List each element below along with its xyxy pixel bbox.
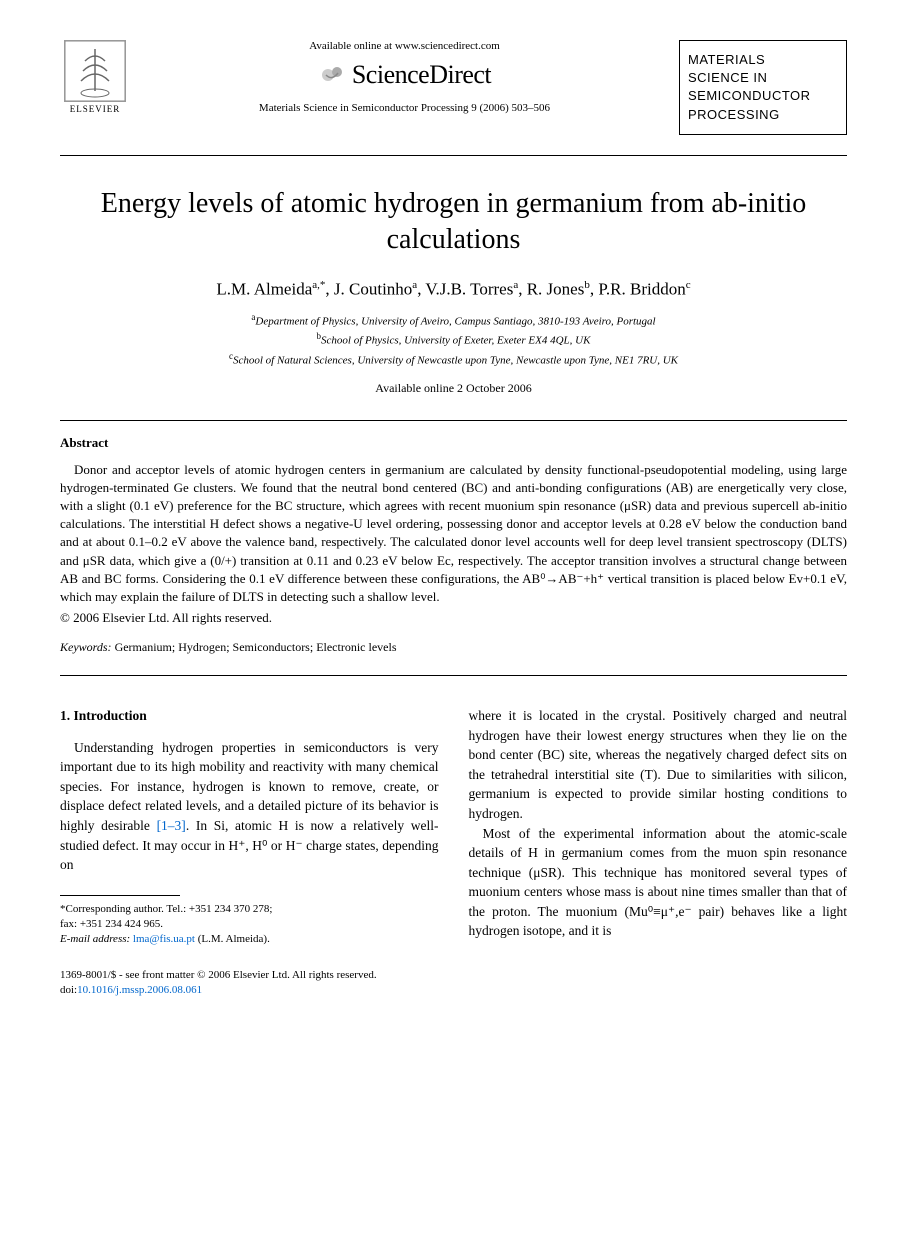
right-column: where it is located in the crystal. Posi…	[469, 706, 848, 948]
doi-label: doi:	[60, 984, 77, 996]
authors-list: L.M. Almeidaa,*, J. Coutinhoa, V.J.B. To…	[60, 279, 847, 300]
body-columns: 1. Introduction Understanding hydrogen p…	[60, 706, 847, 948]
center-header: Available online at www.sciencedirect.co…	[130, 40, 679, 114]
author-affil-sup: c	[686, 279, 691, 291]
author-affil-sup: a,*	[312, 279, 325, 291]
author: J. Coutinho	[334, 279, 412, 298]
divider	[60, 155, 847, 156]
author: R. Jones	[527, 279, 585, 298]
corr-fax: fax: +351 234 424 965.	[60, 917, 439, 932]
footnote-divider	[60, 895, 180, 896]
journal-title-box: MATERIALS SCIENCE IN SEMICONDUCTOR PROCE…	[679, 40, 847, 135]
body-paragraph: Understanding hydrogen properties in sem…	[60, 738, 439, 875]
email-label: E-mail address:	[60, 933, 133, 945]
journal-reference: Materials Science in Semiconductor Proce…	[130, 102, 679, 114]
article-title: Energy levels of atomic hydrogen in germ…	[60, 186, 847, 259]
corresponding-author-footnote: *Corresponding author. Tel.: +351 234 37…	[60, 902, 439, 948]
author: L.M. Almeida	[216, 279, 312, 298]
author: V.J.B. Torres	[425, 279, 513, 298]
journal-box-line: PROCESSING	[688, 106, 838, 124]
left-column: 1. Introduction Understanding hydrogen p…	[60, 706, 439, 948]
section-heading: 1. Introduction	[60, 706, 439, 726]
sciencedirect-icon	[318, 61, 346, 89]
elsevier-logo: ELSEVIER	[60, 40, 130, 114]
keywords: Keywords: Germanium; Hydrogen; Semicondu…	[60, 640, 847, 655]
elsevier-label: ELSEVIER	[70, 104, 121, 114]
keywords-text: Germanium; Hydrogen; Semiconductors; Ele…	[112, 640, 397, 654]
email-link[interactable]: lma@fis.ua.pt	[133, 933, 195, 945]
available-online-text: Available online at www.sciencedirect.co…	[130, 40, 679, 52]
corr-tel: *Corresponding author. Tel.: +351 234 37…	[60, 902, 439, 917]
sciencedirect-logo: ScienceDirect	[130, 60, 679, 90]
divider	[60, 420, 847, 421]
author-affil-sup: b	[584, 279, 590, 291]
sciencedirect-text: ScienceDirect	[352, 60, 491, 90]
header: ELSEVIER Available online at www.science…	[60, 40, 847, 135]
front-matter-line: 1369-8001/$ - see front matter © 2006 El…	[60, 968, 847, 983]
abstract-heading: Abstract	[60, 435, 847, 451]
keywords-label: Keywords:	[60, 640, 112, 654]
affiliation: School of Natural Sciences, University o…	[233, 354, 678, 366]
copyright-line: © 2006 Elsevier Ltd. All rights reserved…	[60, 610, 847, 626]
journal-box-line: SEMICONDUCTOR	[688, 87, 838, 105]
author-affil-sup: a	[412, 279, 417, 291]
page-footer: 1369-8001/$ - see front matter © 2006 El…	[60, 968, 847, 999]
affiliation: School of Physics, University of Exeter,…	[321, 335, 590, 347]
body-paragraph: where it is located in the crystal. Posi…	[469, 706, 848, 823]
email-author-name: (L.M. Almeida).	[195, 933, 270, 945]
available-online-date: Available online 2 October 2006	[60, 381, 847, 396]
citation-link[interactable]: [1–3]	[157, 818, 186, 833]
journal-box-line: MATERIALS	[688, 51, 838, 69]
divider	[60, 675, 847, 676]
author: P.R. Briddon	[598, 279, 685, 298]
affiliation: Department of Physics, University of Ave…	[255, 316, 655, 328]
elsevier-tree-icon	[64, 40, 126, 102]
journal-box-line: SCIENCE IN	[688, 69, 838, 87]
doi-link[interactable]: 10.1016/j.mssp.2006.08.061	[77, 984, 202, 996]
author-affil-sup: a	[513, 279, 518, 291]
body-paragraph: Most of the experimental information abo…	[469, 824, 848, 941]
affiliations: aDepartment of Physics, University of Av…	[60, 311, 847, 368]
abstract-text: Donor and acceptor levels of atomic hydr…	[60, 461, 847, 607]
